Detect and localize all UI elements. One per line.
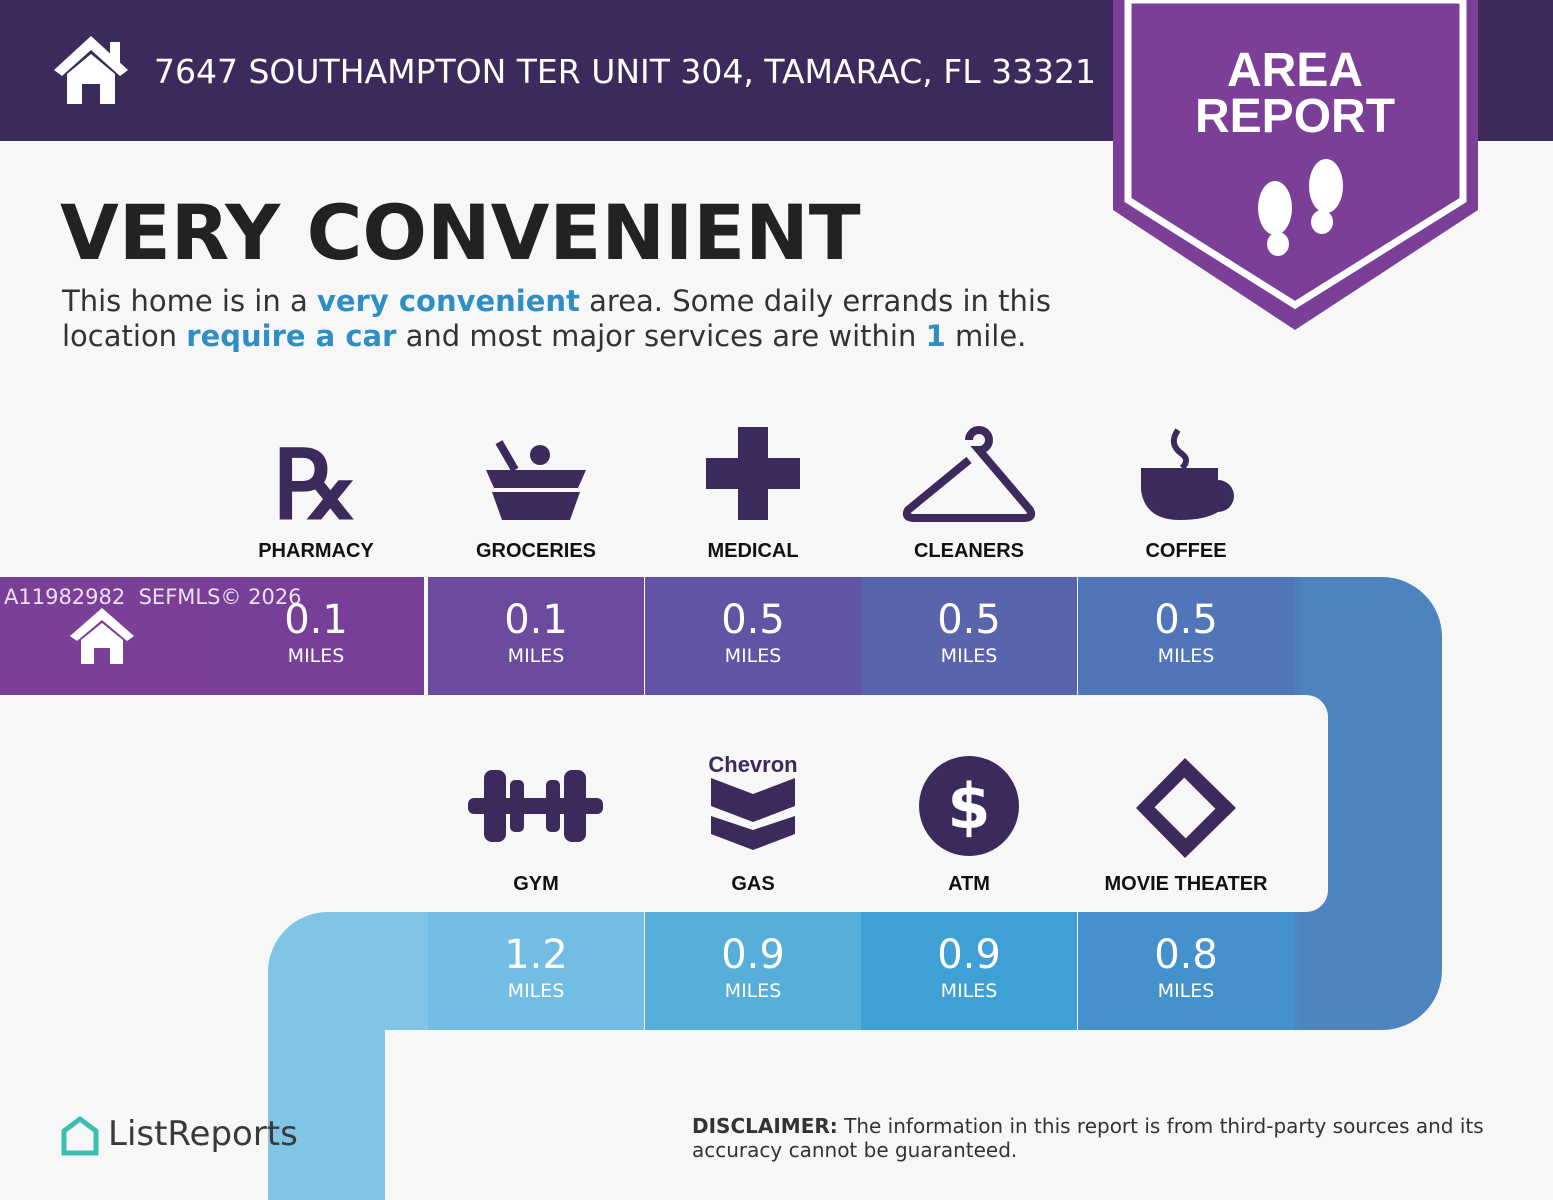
- distance-unit: MILES: [287, 645, 345, 667]
- disclaimer: DISCLAIMER: The information in this repo…: [692, 1114, 1492, 1162]
- gas-brand: Chevron: [708, 752, 798, 777]
- disclaimer-label: DISCLAIMER:: [692, 1114, 838, 1138]
- distance: 0.5: [937, 597, 1001, 643]
- segment: [1294, 577, 1300, 695]
- amenity-label: GROCERIES: [475, 540, 597, 562]
- amenity-label: ATM: [948, 873, 990, 895]
- segment: [861, 577, 1077, 695]
- distance-unit: MILES: [507, 645, 565, 667]
- distance: 0.5: [1154, 597, 1218, 643]
- svg-text:$: $: [947, 770, 990, 843]
- distance-unit: MILES: [724, 980, 782, 1002]
- amenity-label: COFFEE: [1145, 540, 1227, 562]
- amenity-label: PHARMACY: [258, 540, 374, 562]
- badge-line: AREA: [1226, 44, 1364, 97]
- segment: [208, 577, 424, 695]
- amenity-label: GAS: [731, 873, 775, 895]
- segment: [645, 912, 861, 1030]
- distance: 0.5: [721, 597, 785, 643]
- distance-unit: MILES: [1157, 980, 1215, 1002]
- text: area. Some daily errands in this locatio…: [62, 284, 1052, 353]
- route-connector: [1288, 577, 1442, 1030]
- amenity-label: GYM: [513, 873, 559, 895]
- segment: [1294, 912, 1300, 1030]
- text: This home is in a: [62, 284, 317, 318]
- segment: [428, 912, 644, 1030]
- route-tail: [268, 912, 432, 1200]
- svg-text:℞: ℞: [273, 433, 358, 539]
- amenity-label: MEDICAL: [707, 540, 799, 562]
- disclaimer-text: The information in this report is from t…: [692, 1114, 1484, 1162]
- highlight: very convenient: [316, 284, 580, 318]
- highlight: 1: [925, 319, 946, 353]
- description: This home is in a very convenient area. …: [62, 284, 1102, 354]
- segment: [1078, 912, 1294, 1030]
- distance-unit: MILES: [724, 645, 782, 667]
- distance-unit: MILES: [507, 980, 565, 1002]
- distance-unit: MILES: [940, 980, 998, 1002]
- distance-unit: MILES: [1157, 645, 1215, 667]
- segment: [428, 577, 644, 695]
- logo: ListReports: [108, 1114, 298, 1154]
- highlight: require a car: [186, 319, 397, 353]
- distance: 0.1: [504, 597, 568, 643]
- distance: 1.2: [504, 932, 568, 978]
- text: mile.: [945, 319, 1027, 353]
- icons: ℞: [273, 426, 1236, 858]
- badge-border: [1124, 0, 1467, 310]
- text: and most major services are within: [396, 319, 926, 353]
- amenity-label: MOVIE THEATER: [1104, 873, 1268, 895]
- address: 7647 SOUTHAMPTON TER UNIT 304, TAMARAC, …: [154, 52, 1097, 91]
- amenity-label: CLEANERS: [913, 540, 1025, 562]
- segment: [1078, 577, 1294, 695]
- distance: 0.1: [284, 597, 348, 643]
- badge-line: REPORT: [1194, 90, 1396, 143]
- footprints: [1258, 159, 1343, 256]
- segment: [861, 912, 1077, 1030]
- segments: [208, 577, 1300, 1030]
- distance: 0.9: [937, 932, 1001, 978]
- distance: 0.8: [1154, 932, 1218, 978]
- title: VERY CONVENIENT: [60, 188, 861, 277]
- distance: 0.9: [721, 932, 785, 978]
- house-icon: [54, 36, 128, 104]
- route-gap: [0, 695, 1328, 912]
- badge-title: AREA REPORT: [1194, 47, 1396, 143]
- home-icon: [70, 608, 134, 664]
- segment: [645, 577, 861, 695]
- watermark: A11982982 SEFMLS© 2026: [4, 585, 302, 609]
- distance-unit: MILES: [940, 645, 998, 667]
- logo-icon: [61, 1115, 99, 1156]
